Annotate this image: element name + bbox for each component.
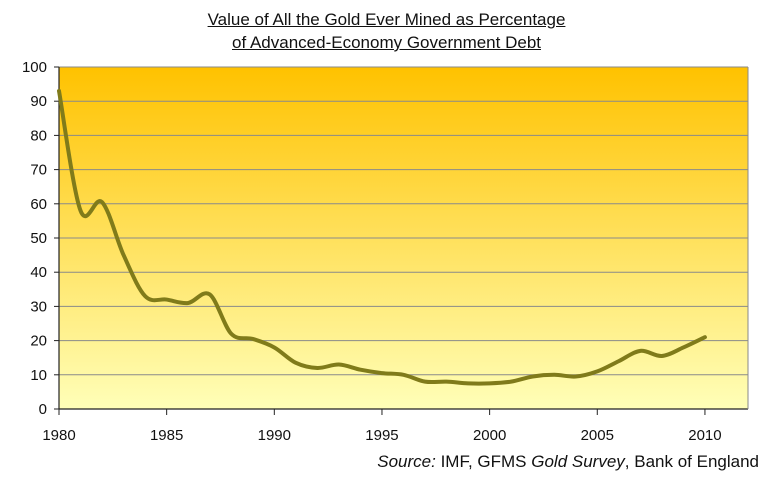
x-tick-label-2010: 2010 — [688, 427, 721, 444]
y-tick-label-80: 80 — [30, 127, 47, 144]
x-tick-label-2005: 2005 — [581, 427, 614, 444]
source-text-2: , Bank of England — [624, 452, 759, 471]
y-tick-label-30: 30 — [30, 298, 47, 315]
y-tick-label-0: 0 — [39, 401, 47, 418]
x-tick-label-1990: 1990 — [258, 427, 291, 444]
chart-title-line-1: Value of All the Gold Ever Mined as Perc… — [207, 10, 566, 29]
x-tick-label-1980: 1980 — [42, 427, 75, 444]
x-tick-label-1985: 1985 — [150, 427, 183, 444]
y-tick-label-90: 90 — [30, 93, 47, 110]
y-tick-label-40: 40 — [30, 264, 47, 281]
source-note: Source: IMF, GFMS Gold Survey, Bank of E… — [377, 452, 759, 472]
source-text-1: IMF, GFMS — [435, 452, 532, 471]
gridlines — [59, 66, 748, 376]
series-line — [57, 88, 707, 386]
y-axis-ticks: 0 10 20 30 40 50 60 70 80 90 100 — [22, 59, 59, 418]
x-tick-label-1995: 1995 — [365, 427, 398, 444]
y-tick-label-20: 20 — [30, 333, 47, 350]
y-tick-label-10: 10 — [30, 367, 47, 384]
chart-title: Value of All the Gold Ever Mined as Perc… — [0, 8, 773, 54]
chart-title-line-2: of Advanced-Economy Government Debt — [232, 33, 541, 52]
x-axis-ticks: 1980 1985 1990 1995 2000 2005 2010 — [42, 409, 722, 444]
y-tick-label-70: 70 — [30, 162, 47, 179]
y-tick-label-100: 100 — [22, 59, 47, 76]
source-italic-title: Gold Survey — [531, 452, 625, 471]
x-tick-label-2000: 2000 — [473, 427, 506, 444]
y-tick-label-60: 60 — [30, 196, 47, 213]
y-tick-label-50: 50 — [30, 230, 47, 247]
source-prefix: Source: — [377, 452, 436, 471]
